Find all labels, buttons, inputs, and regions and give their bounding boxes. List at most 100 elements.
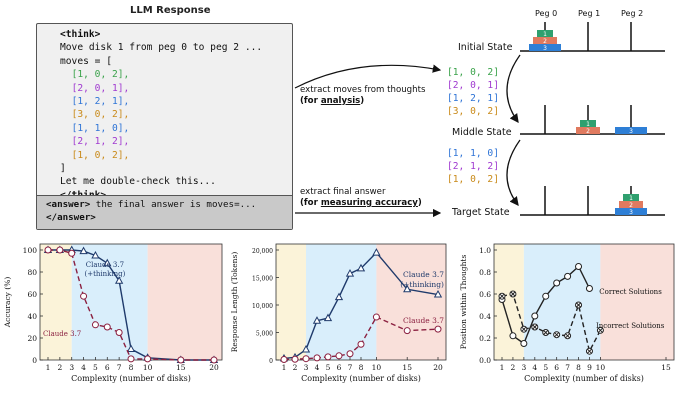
- disk-2-label: 2: [629, 202, 633, 209]
- data-point: [585, 285, 593, 292]
- y-tick-label: 0.4: [479, 312, 491, 321]
- arrow-extract-moves: [294, 64, 442, 89]
- hanoi-states: 1 2 3 1 2 3 1 2 3: [520, 22, 665, 216]
- data-point: [324, 353, 332, 361]
- annotation-extract-moves: extract moves from thoughts (for analysi…: [300, 85, 425, 107]
- data-point: [576, 302, 581, 308]
- y-axis-label: Response Length (Tokens): [230, 252, 239, 353]
- data-point: [554, 332, 560, 338]
- for-analysis-underlined: analysis: [320, 96, 361, 106]
- move-a-item: [1, 2, 1]: [447, 93, 499, 104]
- complexity-band: [147, 244, 222, 360]
- x-tick-label: 20: [433, 363, 443, 372]
- complexity-band: [276, 244, 306, 360]
- y-tick-label: 5,000: [256, 331, 273, 338]
- data-point: [433, 289, 443, 298]
- data-point: [345, 269, 355, 277]
- for-analysis-label: (for analysis): [300, 96, 425, 107]
- x-tick-label: 6: [554, 363, 559, 372]
- disk-2-label: 2: [586, 128, 590, 135]
- data-point: [553, 279, 561, 287]
- y-axis-label: Position within Thoughts: [459, 255, 468, 350]
- y-tick-label: 60: [27, 290, 37, 299]
- data-point: [115, 329, 123, 336]
- think-open-tag: <think>: [60, 29, 101, 40]
- accuracy-chart: 0 20 40 60 80 100 1 2 3 4 5 6 7 8 10 15 20 Complexity (nu…: [3, 243, 223, 383]
- complexity-band: [376, 244, 446, 360]
- peg-1-label: Peg 1: [578, 9, 601, 18]
- data-point: [114, 276, 124, 284]
- disk-3-label: 3: [543, 45, 547, 52]
- initial-state-label: Initial State: [458, 42, 513, 53]
- data-point: [313, 354, 321, 362]
- for-accuracy-post: ): [417, 198, 422, 208]
- move-item: [1, 0, 2],: [71, 149, 130, 161]
- data-point: [531, 312, 539, 320]
- data-point: [509, 332, 517, 340]
- disk-3: [529, 44, 561, 51]
- data-point: [356, 263, 366, 272]
- x-axis-label: Complexity (number of disks): [301, 374, 421, 383]
- answer-open-tag: <answer>: [46, 199, 91, 210]
- series-line: [48, 249, 214, 361]
- extract-final-label: extract final answer: [300, 187, 386, 197]
- data-point: [403, 327, 411, 335]
- for-analysis-pre: (for: [300, 96, 321, 106]
- peg-0-label: Peg 0: [535, 9, 558, 18]
- move-item: [1, 2, 1],: [71, 96, 130, 108]
- x-tick-label: 10: [596, 363, 606, 372]
- x-tick-label: 8: [576, 363, 581, 372]
- data-point: [210, 356, 218, 364]
- x-tick-label: 4: [81, 363, 86, 372]
- series-line: [283, 316, 439, 361]
- move-b-item: [1, 1, 0]: [447, 148, 499, 159]
- complexity-band: [494, 244, 524, 360]
- llm-response-title: LLM Response: [130, 5, 211, 16]
- move-a-item: [3, 0, 2]: [447, 106, 499, 117]
- y-tick-label: 100: [23, 246, 38, 255]
- disk-3-label: 3: [629, 128, 633, 135]
- target-state-diagram: 1 2 3: [520, 186, 665, 216]
- complexity-band: [600, 244, 674, 360]
- x-tick-label: 8: [359, 363, 364, 372]
- data-point: [372, 313, 380, 321]
- data-point: [91, 250, 100, 259]
- data-point: [598, 327, 603, 333]
- x-tick-label: 15: [661, 363, 671, 372]
- x-tick-label: 10: [372, 363, 382, 372]
- series-label: Claude 3.7: [43, 330, 81, 338]
- y-tick-label: 80: [27, 268, 37, 277]
- data-point: [334, 292, 344, 301]
- double-check-line: Let me double-check this...: [60, 176, 216, 188]
- data-point: [520, 340, 528, 347]
- answer-content: the final answer is moves=...: [90, 199, 257, 210]
- disk-1: [623, 194, 639, 201]
- flow-arrows: [294, 54, 521, 218]
- data-point: [126, 344, 136, 352]
- answer-close-tag: </answer>: [46, 212, 96, 223]
- data-point: [56, 246, 64, 254]
- for-accuracy-pre: (for: [300, 198, 321, 208]
- x-tick-label: 7: [565, 363, 570, 372]
- moves-close: ]: [60, 163, 66, 175]
- series-label: (+thinking): [84, 270, 125, 278]
- y-axis-label: Accuracy (%): [3, 277, 12, 329]
- data-point: [587, 348, 592, 354]
- data-point: [403, 284, 412, 293]
- x-tick-label: 15: [176, 363, 186, 372]
- disk-2-label: 2: [543, 38, 547, 45]
- x-tick-label: 5: [543, 363, 548, 372]
- x-tick-label: 5: [93, 363, 98, 372]
- y-tick-label: 0.0: [479, 356, 491, 365]
- x-tick-label: 3: [304, 363, 309, 372]
- disk-1-label: 1: [629, 195, 633, 202]
- x-tick-label: 3: [521, 363, 526, 372]
- response-length-chart: 0 5,000 10,000 15,000 20,000 1 2 3 4 5 6 7 8 10 15 20 Co…: [230, 243, 447, 383]
- data-point: [575, 263, 583, 270]
- x-tick-label: 10: [143, 363, 153, 372]
- x-tick-label: 6: [337, 363, 342, 372]
- series-label: Correct Solutions: [599, 288, 662, 296]
- x-tick-label: 7: [117, 363, 122, 372]
- series-label: Claude 3.7: [86, 261, 124, 269]
- data-point: [103, 258, 112, 267]
